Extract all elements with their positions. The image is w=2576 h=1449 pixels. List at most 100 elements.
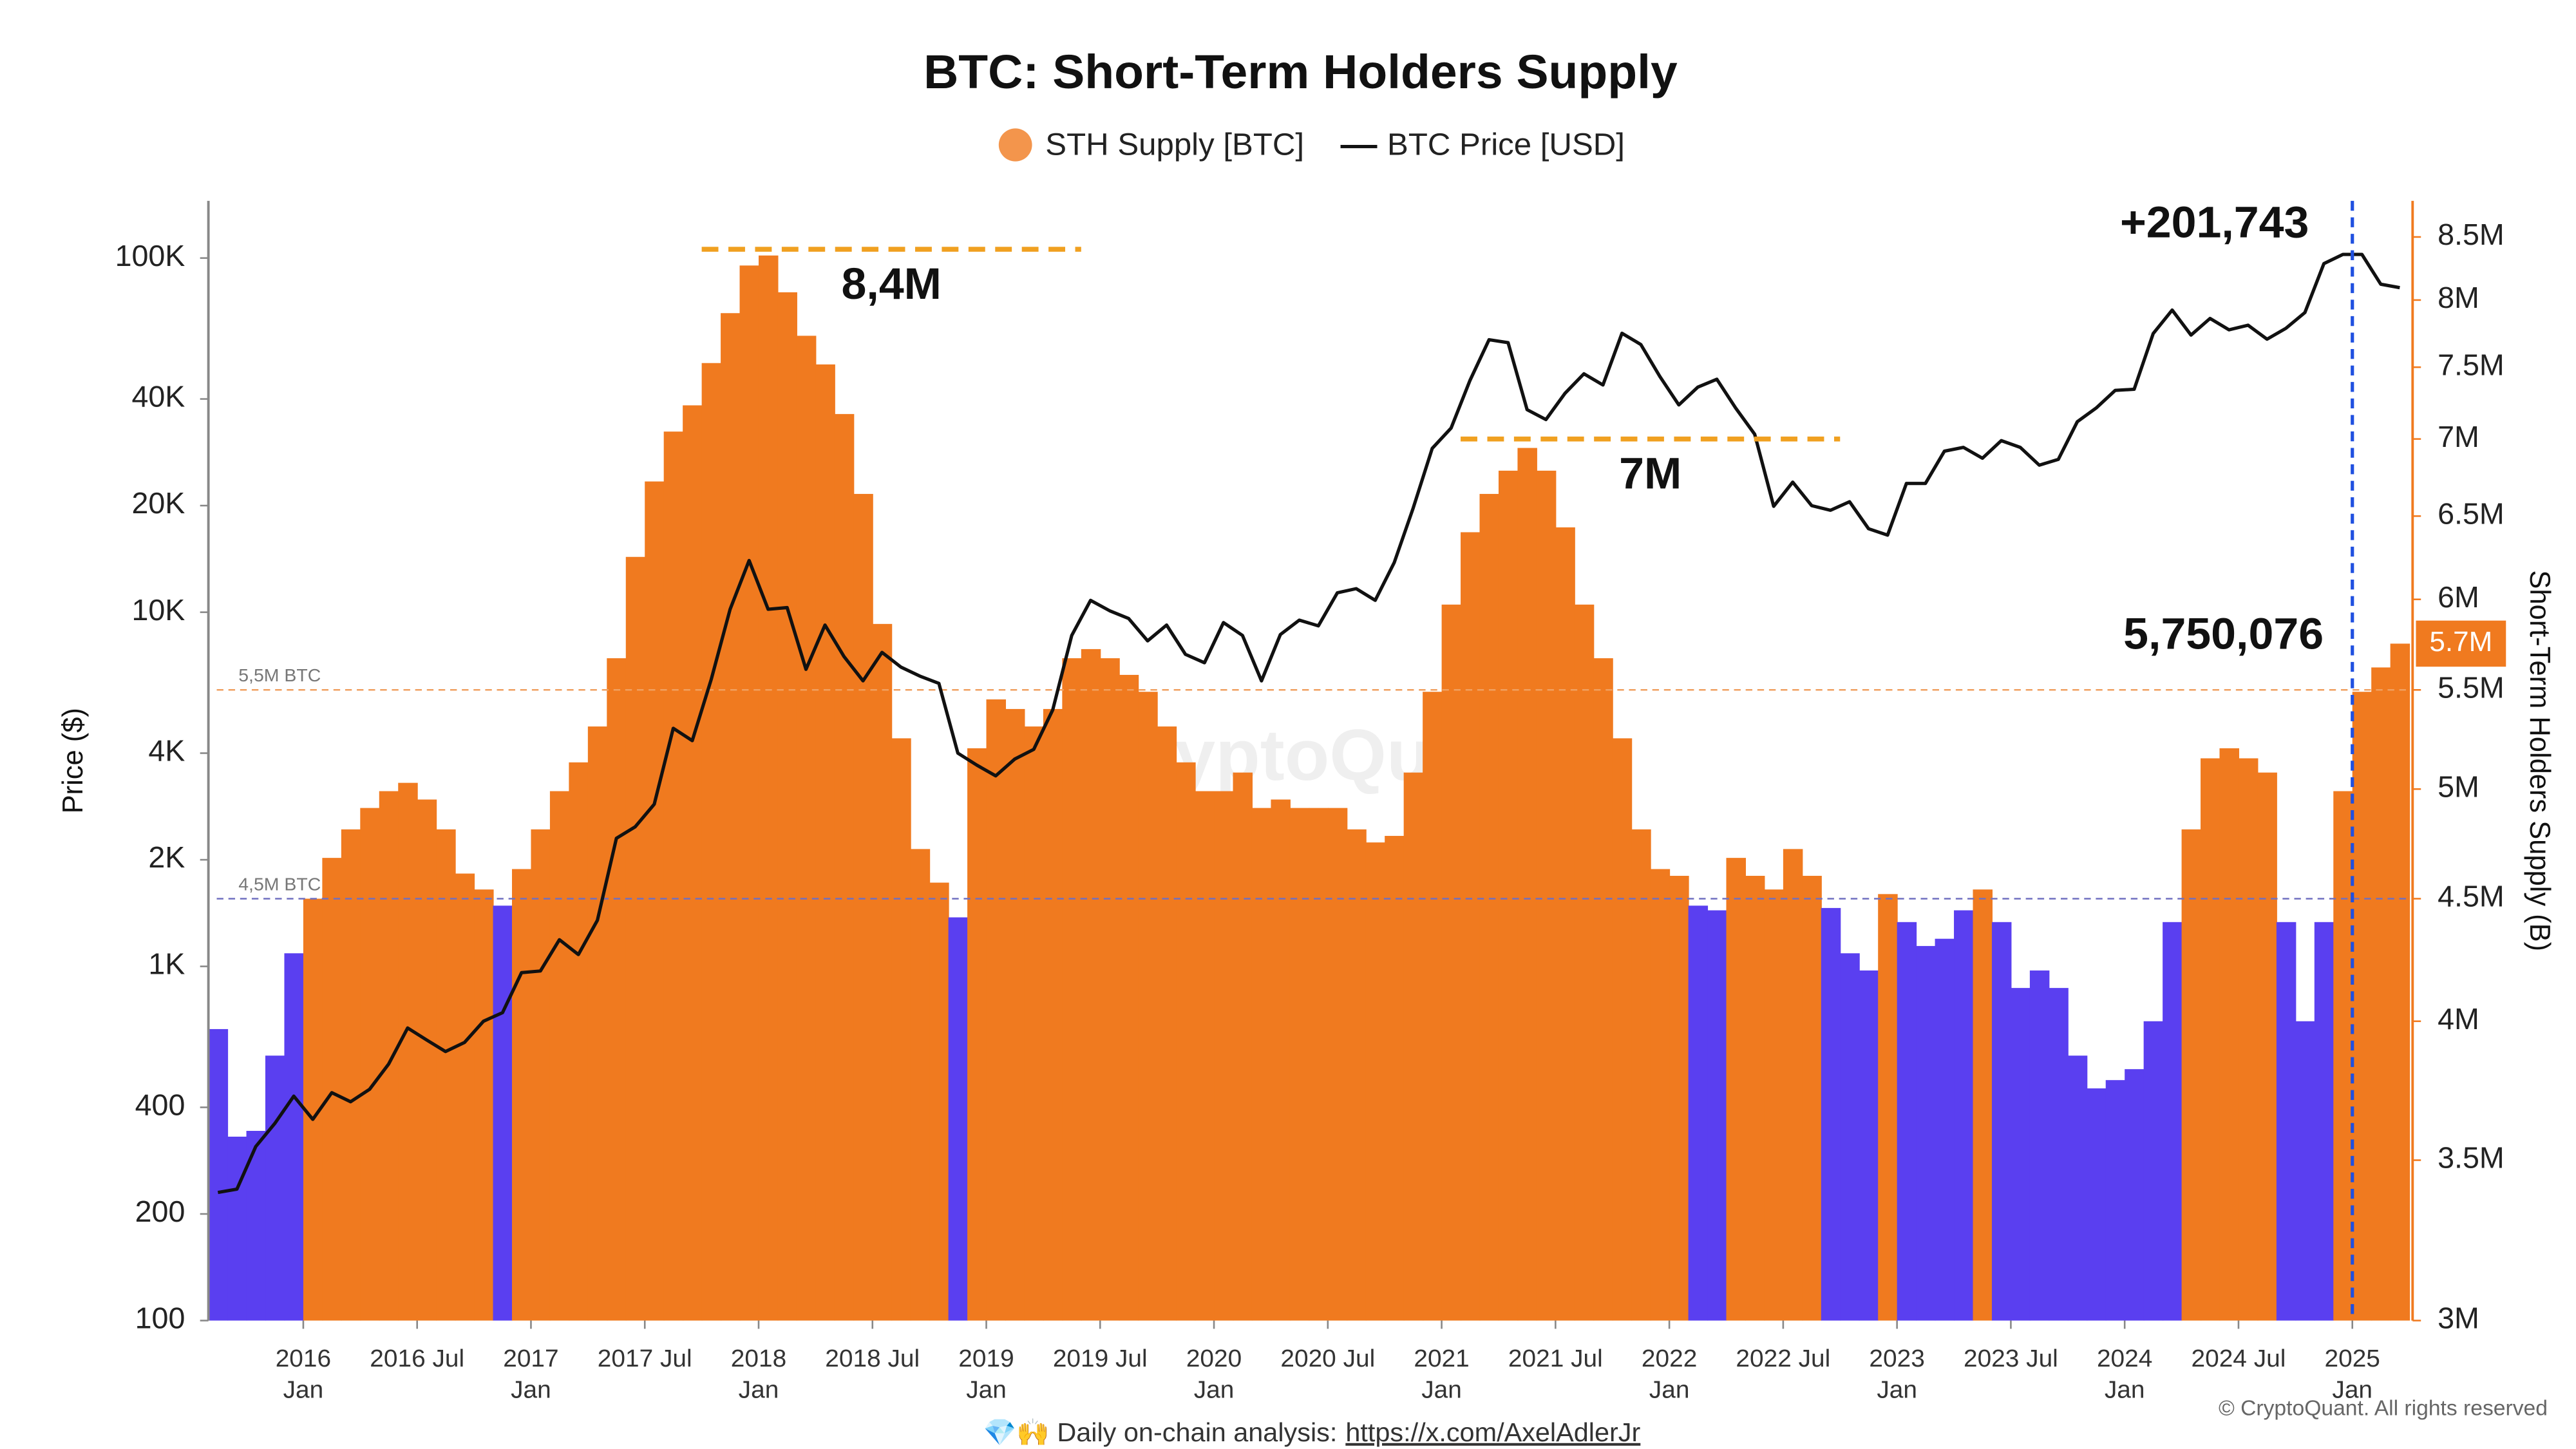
bar <box>1536 470 1557 1321</box>
y-tick-label: 10K <box>131 593 185 627</box>
bar <box>2181 829 2202 1321</box>
bar <box>2163 922 2183 1321</box>
copyright: © CryptoQuant. All rights reserved <box>2219 1397 2548 1421</box>
bar <box>1991 922 2012 1321</box>
y2-tick-label: 7M <box>2438 420 2479 453</box>
reference-label: 4,5M BTC <box>238 874 321 895</box>
y2-tick-label: 8M <box>2438 281 2479 314</box>
bar <box>815 364 835 1321</box>
bar <box>1024 726 1044 1321</box>
bar <box>1726 858 1747 1321</box>
bar <box>2238 758 2259 1321</box>
x-tick-box: 2020 Jan <box>1186 1345 1242 1405</box>
y-tick-label: 20K <box>131 487 185 520</box>
bar <box>1878 894 1898 1321</box>
bar <box>1916 945 1936 1321</box>
y2-axis-title: Short-Term Holders Supply (B) <box>2524 570 2555 951</box>
bar <box>986 699 1007 1321</box>
bar <box>1157 726 1177 1321</box>
current-value-label: 5.7M <box>2429 626 2492 658</box>
y-tick-label: 100 <box>135 1302 185 1335</box>
x-tick-label: 2017 Jan <box>503 1345 559 1405</box>
current-value-box <box>2416 620 2506 667</box>
bar <box>1973 889 1993 1321</box>
x-tick-box: 2021 Jul <box>1508 1345 1603 1374</box>
legend-label: BTC Price [USD] <box>1387 128 1625 162</box>
bars <box>208 255 2410 1321</box>
x-tick-box: 2020 Jul <box>1280 1345 1376 1374</box>
x-tick-box: 2019 Jul <box>1053 1345 1148 1373</box>
reference-label: 5,5M BTC <box>238 665 321 685</box>
y2-tick-label: 4M <box>2438 1002 2479 1036</box>
bar <box>2371 667 2391 1321</box>
bar <box>587 726 608 1321</box>
bar <box>1309 808 1329 1321</box>
bar <box>1783 849 1803 1321</box>
x-tick-label: 2021 Jul <box>1508 1345 1603 1374</box>
bar <box>777 292 797 1321</box>
bar <box>549 791 570 1321</box>
y2-tick-label: 7.5M <box>2438 348 2505 382</box>
footer-link[interactable]: https://x.com/AxelAdlerJr <box>1345 1417 1640 1447</box>
y2-tick-label: 6M <box>2438 580 2479 614</box>
bar <box>265 1056 285 1321</box>
bar <box>1176 762 1196 1321</box>
bar <box>1612 738 1633 1321</box>
bar <box>1271 799 1291 1321</box>
x-tick-label: 2024 Jan <box>2096 1345 2153 1405</box>
annotation-label: +201,743 <box>2120 197 2309 247</box>
y2-tick-label: 5.5M <box>2438 671 2505 705</box>
bar <box>891 738 911 1321</box>
bar <box>645 481 665 1321</box>
bar <box>721 313 741 1321</box>
x-tick-box: 2021 Jan <box>1414 1345 1469 1405</box>
bar <box>2201 758 2221 1321</box>
x-tick-label: 2023 Jan <box>1869 1345 1925 1405</box>
x-tick-box: 2022 Jul <box>1736 1345 1830 1373</box>
bar <box>398 782 418 1321</box>
y-axis-title: Price ($) <box>57 708 89 813</box>
bar <box>2295 1021 2315 1321</box>
x-tick-box: 2017 Jul <box>597 1345 692 1374</box>
annotation-label: 8,4M <box>842 259 942 309</box>
bar <box>1479 493 1500 1321</box>
bar <box>701 363 722 1321</box>
bar <box>1403 772 1424 1321</box>
x-tick-label: 2018 Jan <box>730 1345 787 1405</box>
bar <box>1441 604 1462 1321</box>
annotation-label: 7M <box>1619 448 1681 498</box>
y2-tick-label: 6.5M <box>2438 497 2505 531</box>
bar <box>1233 772 1253 1321</box>
bar <box>1498 470 1519 1321</box>
bar <box>1745 875 1765 1321</box>
footer-text: 💎🙌 Daily on-chain analysis: <box>983 1417 1338 1447</box>
bar <box>1423 692 1443 1321</box>
bar <box>853 493 873 1321</box>
bar <box>493 905 513 1321</box>
x-tick-label: 2020 Jul <box>1280 1345 1376 1374</box>
bar <box>1100 658 1120 1321</box>
bar <box>1631 829 1651 1321</box>
x-tick-label: 2017 Jul <box>597 1345 692 1374</box>
bar <box>1821 907 1841 1321</box>
bar <box>796 336 817 1321</box>
legend-label: STH Supply [BTC] <box>1045 128 1304 162</box>
bar <box>2143 1021 2164 1321</box>
bar <box>1935 938 1955 1321</box>
y-tick-label: 1K <box>148 947 185 981</box>
y2-tick-label: 3.5M <box>2438 1141 2505 1175</box>
y-tick-label: 100K <box>115 239 185 272</box>
bar <box>341 829 361 1321</box>
x-tick-box: 2024 Jan <box>2096 1345 2153 1405</box>
bar <box>929 882 949 1321</box>
bar <box>1574 604 1595 1321</box>
bar <box>1005 708 1025 1321</box>
bar <box>436 829 456 1321</box>
x-tick-label: 2016 Jul <box>370 1345 465 1374</box>
bar <box>758 255 779 1321</box>
y2-tick-label: 4.5M <box>2438 880 2505 913</box>
bar <box>1840 953 1860 1321</box>
bar <box>1669 875 1689 1321</box>
bar <box>417 799 437 1321</box>
